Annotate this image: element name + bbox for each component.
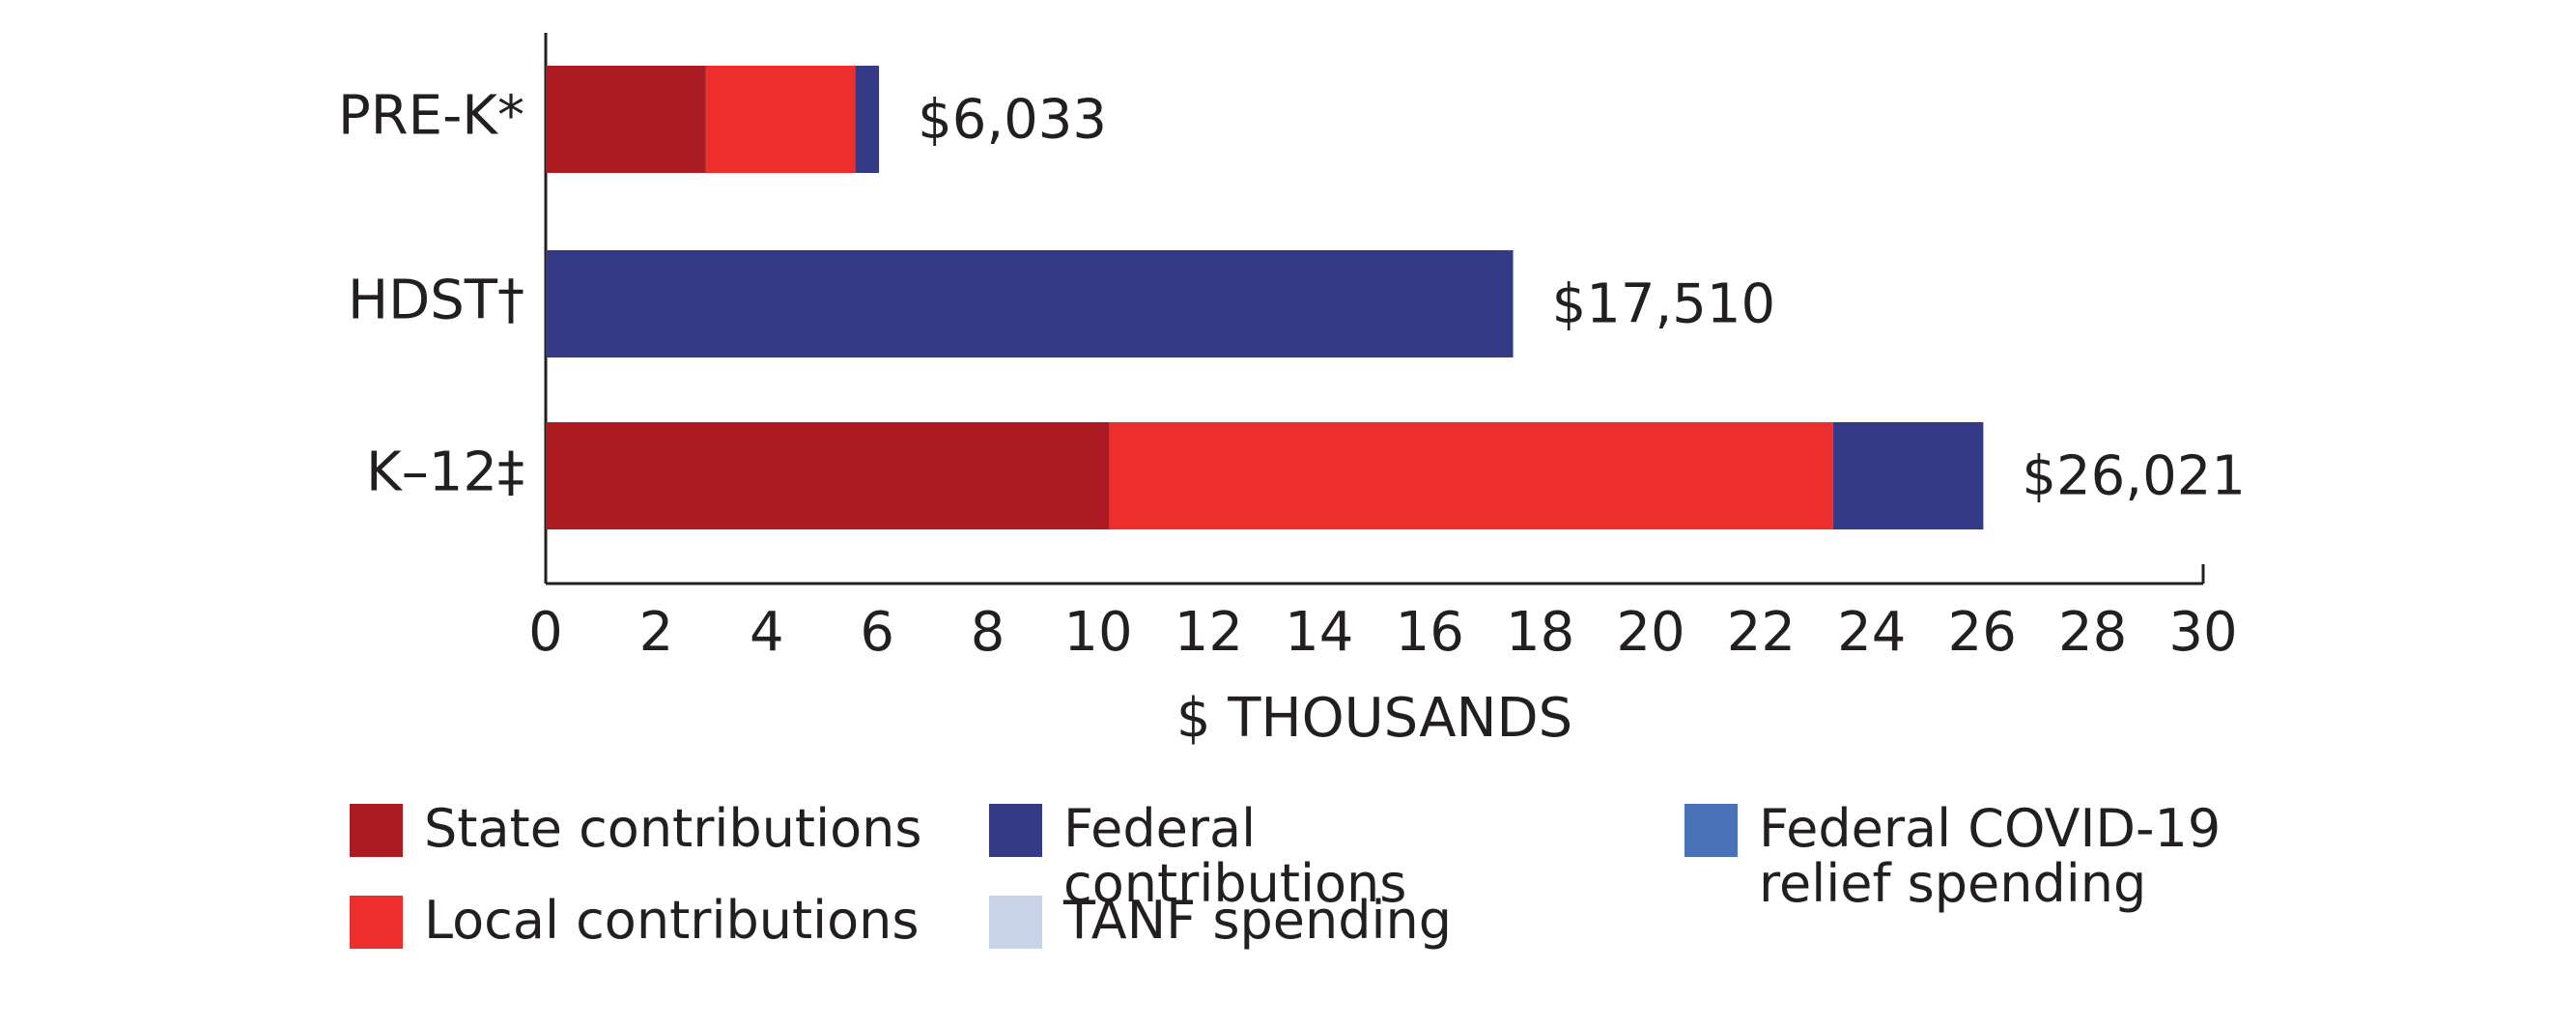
x-tick-label: 18: [1506, 601, 1574, 664]
x-tick-label: 8: [971, 601, 1005, 664]
legend-swatch: [989, 896, 1042, 949]
x-tick-label: 16: [1396, 601, 1464, 664]
legend-item: Federal COVID-19 relief spending: [1684, 798, 2300, 914]
total-label: $17,510: [1552, 273, 1776, 336]
bar-segment: [546, 422, 1110, 529]
bar-segment: [546, 66, 706, 173]
x-tick-label: 12: [1175, 601, 1243, 664]
x-tick-label: 6: [860, 601, 894, 664]
x-tick-label: 14: [1285, 601, 1353, 664]
legend-item: Federal contributions: [989, 798, 1604, 914]
x-tick-label: 10: [1063, 601, 1132, 664]
legend-swatch: [350, 896, 403, 949]
legend-swatch: [1684, 804, 1738, 857]
bar-segment: [855, 66, 880, 173]
x-tick-label: 28: [2058, 601, 2127, 664]
y-tick-label: K–12‡: [366, 442, 524, 504]
bar-segment: [1109, 422, 1833, 529]
legend-label: State contributions: [424, 798, 922, 859]
x-tick-label: 30: [2168, 601, 2237, 664]
x-tick-label: 20: [1616, 601, 1684, 664]
x-tick-label: 22: [1727, 601, 1796, 664]
legend-item: TANF spending: [989, 890, 1604, 951]
legend-label: Federal COVID-19 relief spending: [1759, 798, 2222, 914]
x-tick-label: 24: [1837, 601, 1906, 664]
x-tick-label: 0: [528, 601, 563, 664]
legend-item: Local contributions: [350, 890, 965, 951]
x-tick-label: 26: [1948, 601, 2017, 664]
legend-label: Local contributions: [424, 890, 920, 951]
y-tick-label: PRE-K*: [338, 85, 524, 148]
legend-swatch: [350, 804, 403, 857]
x-tick-label: 4: [750, 601, 784, 664]
legend-label: TANF spending: [1063, 890, 1452, 951]
legend-label: Federal contributions: [1063, 798, 1407, 914]
total-label: $26,021: [2022, 445, 2246, 508]
x-axis-title: $ THOUSANDS: [1176, 687, 1572, 750]
total-label: $6,033: [918, 89, 1107, 152]
x-tick-label: 2: [639, 601, 674, 664]
y-tick-label: HDST†: [348, 270, 524, 332]
legend-swatch: [989, 804, 1042, 857]
bar-segment: [705, 66, 856, 173]
bar-segment: [1832, 422, 1984, 529]
legend-item: State contributions: [350, 798, 965, 859]
bar-segment: [546, 250, 1514, 357]
